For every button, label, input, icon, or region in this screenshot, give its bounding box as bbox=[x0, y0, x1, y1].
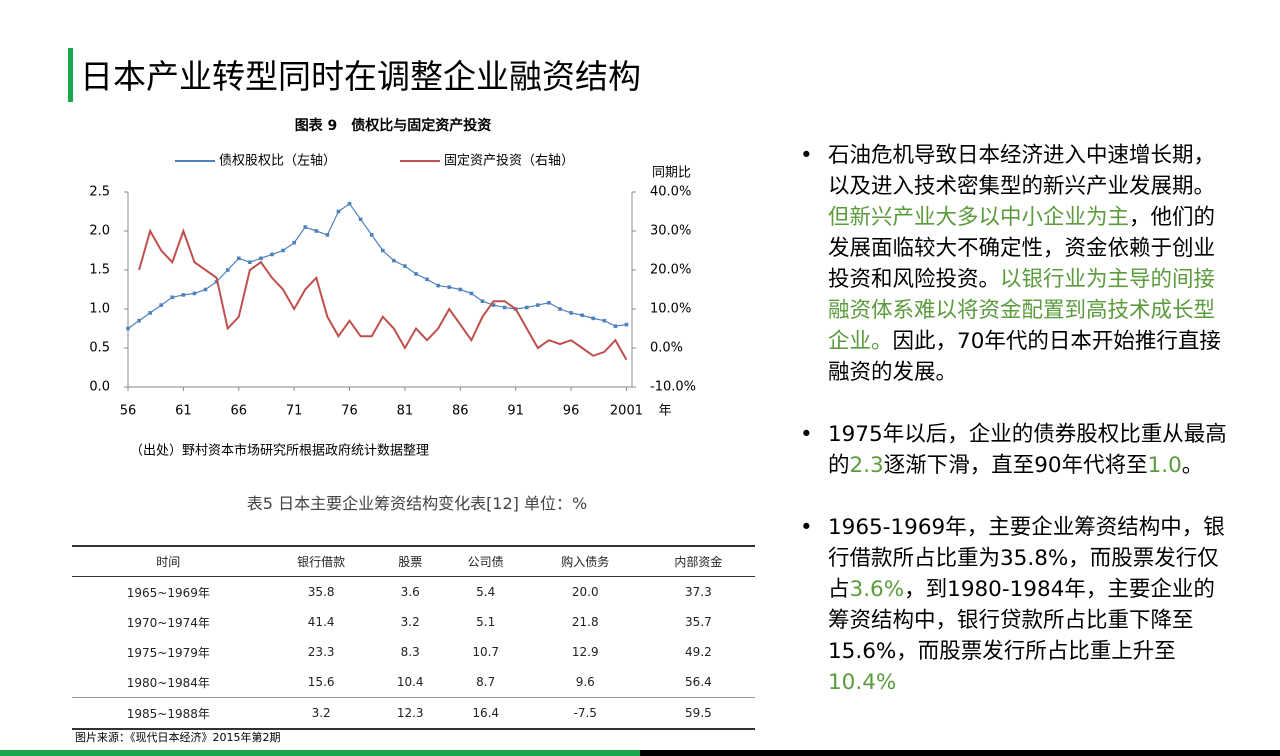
y-tick-label: 1.5 bbox=[89, 263, 110, 278]
y2-tick-label: 30.0% bbox=[650, 224, 691, 239]
column-header: 银行借款 bbox=[264, 545, 378, 577]
y-tick-label: 2.5 bbox=[89, 185, 110, 200]
table-row: 1965~1969年 35.8 3.6 5.4 20.0 37.3 bbox=[72, 577, 755, 608]
table-cell: 3.2 bbox=[400, 615, 420, 629]
series-line bbox=[138, 228, 628, 361]
table-cell: 3.6 bbox=[400, 585, 420, 599]
x-tick-label: 81 bbox=[397, 404, 414, 419]
table-cell: 56.4 bbox=[685, 675, 712, 689]
y2-tick-label: -10.0% bbox=[650, 380, 696, 395]
x-tick-label: 86 bbox=[452, 404, 469, 419]
table-cell: 5.4 bbox=[476, 585, 496, 599]
bullet-text: 2.3 bbox=[849, 453, 884, 478]
table-cell: 35.7 bbox=[685, 615, 712, 629]
table: 时间 银行借款 股票 公司债 购入债务 内部资金 1965~1969年 35.8 3.6 5.4 2… bbox=[72, 545, 755, 730]
bullet: 石油危机导致日本经济进入中速增长期，以及进入技术密集型的新兴产业发展期。但新兴产… bbox=[800, 140, 1230, 388]
y-tick-label: 1.0 bbox=[89, 302, 110, 317]
image-source: 图片来源：《现代日本经济》2015年第2期 bbox=[75, 731, 281, 744]
table-cell: 20.0 bbox=[571, 585, 599, 599]
bullet-text: 。 bbox=[1181, 453, 1204, 478]
slide-title: 日本产业转型同时在调整企业融资结构 bbox=[80, 57, 641, 96]
bullet-text: 1975年以后，企业的债券股权比重从最高的 bbox=[828, 422, 1227, 478]
x-tick-label: 56 bbox=[120, 404, 137, 419]
y-tick-label: 2.0 bbox=[89, 224, 110, 239]
y-tick-label: 0.5 bbox=[89, 341, 110, 356]
bullet-text: ，到1980-1984年，主要企业的筹资结构中，银行贷款所占比重下降至15.6%… bbox=[828, 577, 1215, 664]
y2-tick-label: 10.0% bbox=[650, 302, 691, 317]
chart: 图表 9 债权比与固定资产投资 0.0 0.5 1.0 1.5 2.0 2.5 -10.0%… bbox=[89, 117, 696, 459]
y2-tick-label: 20.0% bbox=[650, 263, 691, 278]
x-tick-label: 2001 bbox=[610, 404, 643, 419]
x-tick-label: 96 bbox=[563, 404, 580, 419]
table-title: 表5 日本主要企业筹资结构变化表[12] 单位：% bbox=[246, 494, 588, 513]
bullet-text: 因此，70年代的日本开始推行直接融资的发展。 bbox=[828, 329, 1221, 385]
table-cell: 10.4 bbox=[396, 675, 424, 689]
footer-bar bbox=[0, 750, 640, 756]
table-row: 1980~1984年 15.6 10.4 8.7 9.6 56.4 bbox=[72, 667, 755, 698]
table-row: 1975~1979年 23.3 8.3 10.7 12.9 49.2 bbox=[72, 637, 755, 667]
legend-label: 债权股权比（左轴） bbox=[219, 153, 336, 169]
y2-axis-label: 同期比 bbox=[652, 166, 691, 181]
legend-label: 固定资产投资（右轴） bbox=[444, 153, 574, 169]
bullet: 1975年以后，企业的债券股权比重从最高的2.3逐渐下滑，直至90年代将至1.0… bbox=[800, 419, 1230, 481]
table-cell: 37.3 bbox=[685, 585, 712, 599]
y-tick-label: 0.0 bbox=[89, 380, 110, 395]
title-accent bbox=[68, 48, 73, 102]
table-cell: 9.6 bbox=[575, 675, 595, 689]
table-cell: 8.3 bbox=[400, 645, 420, 659]
table-cell: 49.2 bbox=[685, 645, 712, 659]
table-cell: 5.1 bbox=[476, 615, 496, 629]
series-line bbox=[126, 201, 629, 331]
table-cell: 1985~1988年 bbox=[72, 697, 265, 730]
bullet-text: 3.6% bbox=[849, 577, 905, 602]
table-cell: 15.6 bbox=[307, 675, 335, 689]
bullet-text: 石油危机导致日本经济进入中速增长期，以及进入技术密集型的新兴产业发展期。 bbox=[828, 143, 1216, 199]
table-cell: 1965~1969年 bbox=[126, 585, 210, 600]
table-cell: 1980~1984年 bbox=[126, 675, 210, 690]
table-cell: 23.3 bbox=[307, 645, 335, 659]
chart-source: （出处）野村资本市场研究所根据政府统计数据整理 bbox=[130, 443, 429, 459]
bullet-text: 以银行业为主导的间接融资体系难以将资金配置到高技术成长型企业。 bbox=[828, 267, 1216, 354]
bullet-text: ，他们的发展面临较大不确定性，资金依赖于创业投资和风险投资。 bbox=[828, 205, 1216, 292]
bullet-text: 1965-1969年，主要企业筹资结构中，银行借款所占比重为35.8%，而股票发… bbox=[828, 515, 1225, 602]
x-axis-label: 年 bbox=[658, 404, 671, 419]
bullet-text: 10.4% bbox=[828, 670, 897, 695]
bullet: 1965-1969年，主要企业筹资结构中，银行借款所占比重为35.8%，而股票发… bbox=[800, 512, 1230, 698]
column-header: 购入债务 bbox=[528, 545, 642, 577]
x-tick-label: 66 bbox=[230, 404, 247, 419]
table-row: 1985~1988年 3.2 12.3 16.4 -7.5 59.5 bbox=[72, 697, 755, 730]
y2-tick-label: 40.0% bbox=[650, 185, 691, 200]
table-cell: -7.5 bbox=[528, 697, 642, 730]
table-cell: 3.2 bbox=[264, 697, 378, 730]
table-cell: 10.7 bbox=[472, 645, 500, 659]
table-cell: 35.8 bbox=[307, 585, 335, 599]
bullet-text: 但新兴产业大多以中小企业为主 bbox=[828, 205, 1130, 230]
y2-tick-label: 0.0% bbox=[650, 341, 683, 356]
x-tick-label: 71 bbox=[286, 404, 303, 419]
x-tick-label: 76 bbox=[341, 404, 358, 419]
column-header: 内部资金 bbox=[641, 545, 755, 577]
table-cell: 41.4 bbox=[307, 615, 335, 629]
table-cell: 1970~1974年 bbox=[126, 615, 210, 630]
column-header: 股票 bbox=[377, 545, 443, 577]
table-cell: 8.7 bbox=[476, 675, 496, 689]
bullet-list: 石油危机导致日本经济进入中速增长期，以及进入技术密集型的新兴产业发展期。但新兴产… bbox=[800, 140, 1230, 729]
chart-title: 图表 9 债权比与固定资产投资 bbox=[295, 117, 492, 134]
bullet-text: 1.0 bbox=[1147, 453, 1182, 478]
table-cell: 21.8 bbox=[571, 615, 599, 629]
column-header: 公司债 bbox=[442, 545, 529, 577]
table-cell: 59.5 bbox=[641, 697, 755, 730]
table-cell: 1975~1979年 bbox=[126, 645, 210, 660]
bullet-text: 逐渐下滑，直至90年代将至 bbox=[883, 453, 1148, 478]
table-row: 1970~1974年 41.4 3.2 5.1 21.8 35.7 bbox=[72, 607, 755, 637]
x-tick-label: 91 bbox=[507, 404, 524, 419]
table-cell: 16.4 bbox=[442, 697, 529, 730]
footer-bar bbox=[640, 750, 1280, 756]
table-cell: 12.9 bbox=[571, 645, 599, 659]
table-cell: 12.3 bbox=[377, 697, 443, 730]
x-tick-label: 61 bbox=[175, 404, 192, 419]
column-header: 时间 bbox=[72, 545, 265, 577]
